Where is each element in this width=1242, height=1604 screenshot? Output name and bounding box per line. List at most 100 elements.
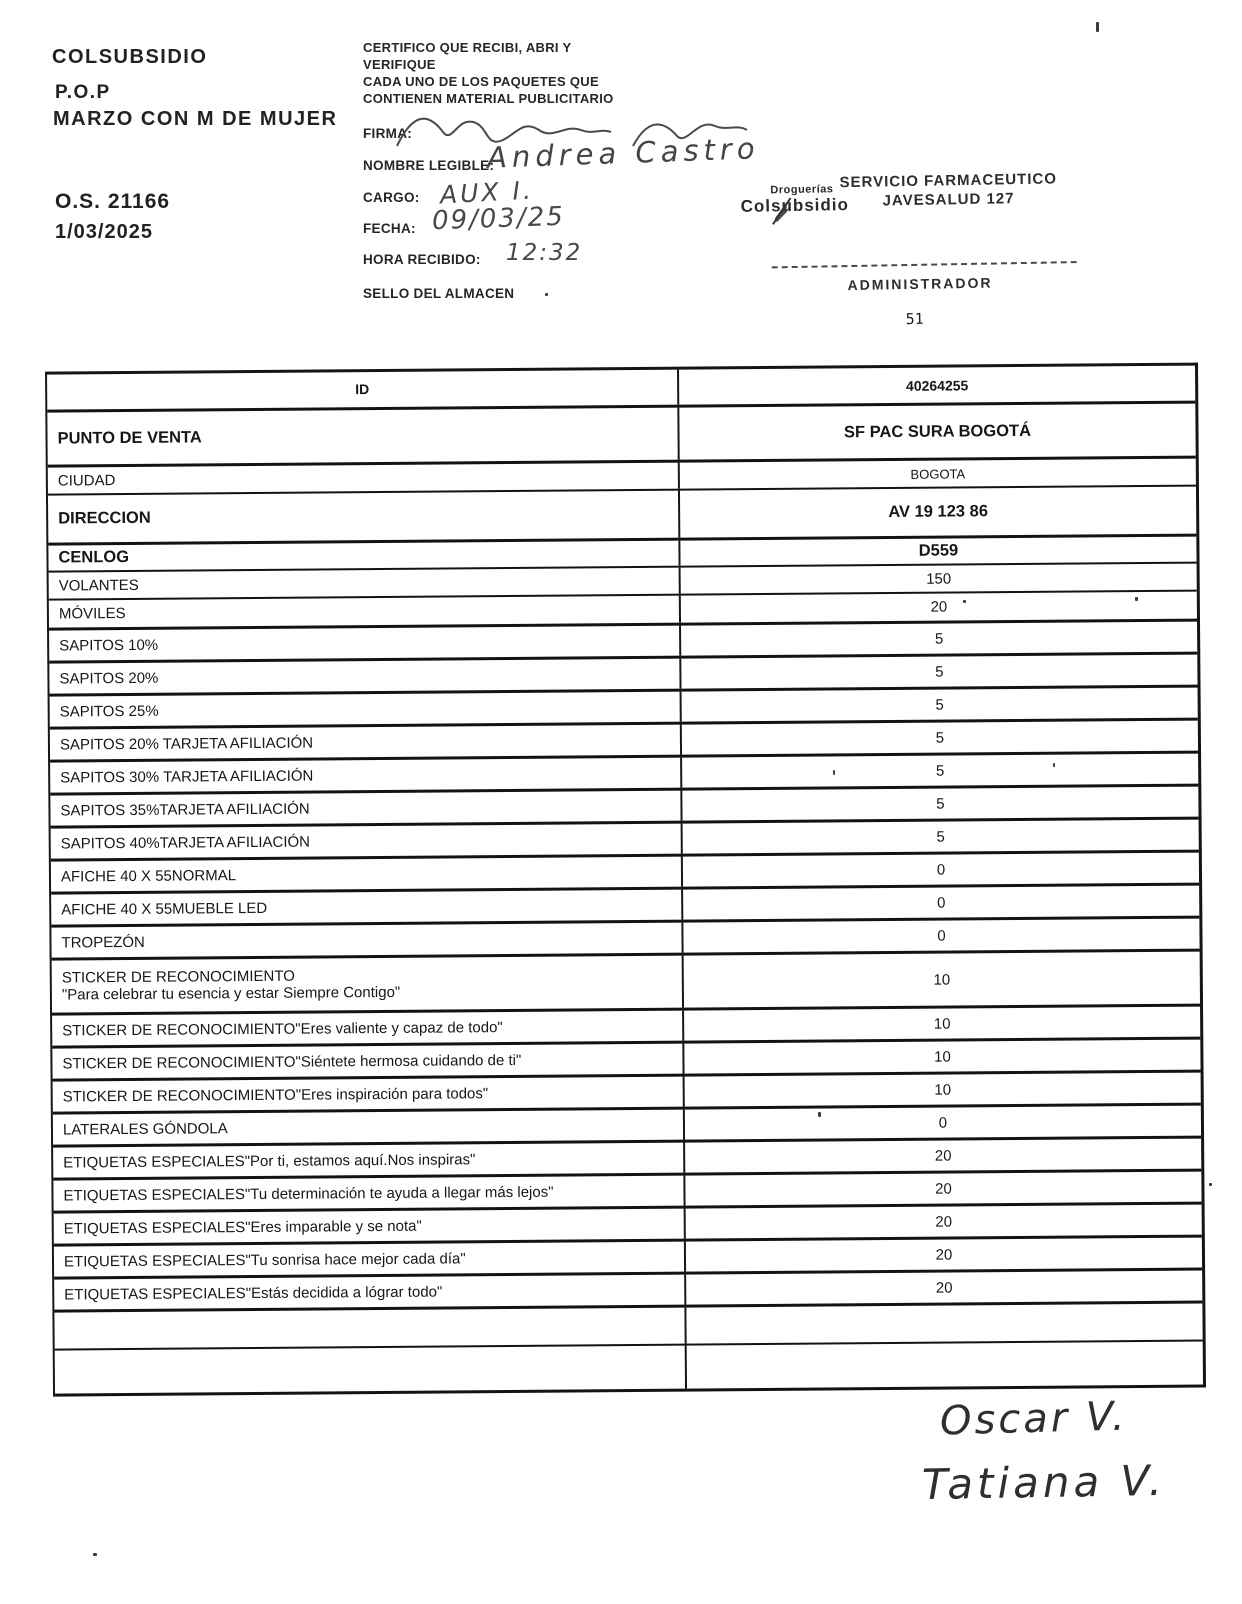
- row-label: PUNTO DE VENTA: [47, 407, 680, 465]
- fecha-label: FECHA:: [363, 221, 416, 236]
- footer-signature-oscar: Oscar V.: [939, 1393, 1129, 1445]
- scan-speckle: [963, 600, 966, 603]
- row-value: 10: [933, 971, 951, 989]
- certification-line: CONTIENEN MATERIAL PUBLICITARIO: [363, 91, 614, 106]
- row-value: 0: [938, 1114, 948, 1132]
- row-value: 20: [935, 1180, 952, 1198]
- row-value: 20: [930, 598, 948, 616]
- row-label: AFICHE 40 X 55MUEBLE LED: [51, 889, 684, 925]
- row-label: SAPITOS 40%TARJETA AFILIACIÓN: [50, 823, 683, 859]
- row-label: ID: [47, 369, 680, 410]
- row-label: ETIQUETAS ESPECIALES"Eres imparable y se…: [53, 1208, 686, 1244]
- stamp-role: ADMINISTRADOR: [847, 274, 993, 294]
- row-value: 0: [936, 894, 946, 912]
- row-value: 20: [934, 1147, 952, 1165]
- colsubsidio-flag-icon: [772, 197, 792, 225]
- stamp-number: 51: [905, 309, 924, 329]
- certification-text: CERTIFICO QUE RECIBI, ABRI Y VERIFIQUE C…: [363, 39, 614, 107]
- stamp-signature-line: [771, 261, 1077, 269]
- row-value: 20: [935, 1213, 953, 1231]
- table-row: [54, 1341, 1204, 1397]
- row-label: CIUDAD: [47, 462, 680, 494]
- row-label: [54, 1307, 687, 1349]
- row-label: ETIQUETAS ESPECIALES"Por ti, estamos aqu…: [53, 1142, 686, 1178]
- row-value: 5: [935, 762, 945, 780]
- logo-brand-text: Colsubsidio: [740, 195, 850, 216]
- row-label: SAPITOS 35%TARJETA AFILIACIÓN: [50, 790, 683, 826]
- row-value: 20: [935, 1279, 953, 1297]
- table-row: DIRECCION AV 19 123 86: [47, 486, 1197, 546]
- row-value: 5: [935, 696, 944, 714]
- row-value: 0: [937, 927, 946, 945]
- scan-speckle: [1135, 597, 1138, 601]
- row-label: SAPITOS 30% TARJETA AFILIACIÓN: [50, 757, 683, 793]
- row-label: [54, 1345, 688, 1394]
- company-name: COLSUBSIDIO: [52, 46, 208, 68]
- sello-almacen-label: SELLO DEL ALMACEN: [363, 286, 515, 301]
- row-value: BOGOTA: [910, 465, 966, 482]
- scan-speckle: [93, 1553, 97, 1556]
- row-label: SAPITOS 10%: [49, 625, 682, 661]
- hora-recibido-value: 12:32: [506, 240, 583, 266]
- row-value: 5: [936, 795, 945, 813]
- table-row: PUNTO DE VENTA SF PAC SURA BOGOTÁ: [47, 403, 1196, 468]
- footer-signature-tatiana: Tatiana V.: [921, 1455, 1167, 1510]
- row-label: SAPITOS 25%: [49, 691, 682, 727]
- scan-speckle: [833, 770, 835, 775]
- certification-line: CADA UNO DE LOS PAQUETES QUE: [363, 74, 599, 89]
- row-value: 5: [934, 630, 944, 648]
- hora-recibido-label: HORA RECIBIDO:: [363, 252, 481, 267]
- row-label: TROPEZÓN: [51, 922, 684, 958]
- signature-scribble: [396, 117, 748, 147]
- row-value: [687, 1342, 1203, 1389]
- row-value: 150: [926, 570, 952, 588]
- row-value: AV 19 123 86: [888, 502, 989, 522]
- pharmacy-stamp: SERVICIO FARMACEUTICO JAVESALUD 127 Drog…: [728, 165, 1088, 328]
- row-label: STICKER DE RECONOCIMIENTO"Eres inspiraci…: [52, 1076, 685, 1112]
- row-label: ETIQUETAS ESPECIALES"Estás decidida a ló…: [54, 1274, 687, 1310]
- scan-speckle: [1209, 1183, 1212, 1186]
- row-label: SAPITOS 20%: [49, 658, 682, 694]
- row-label: SAPITOS 20% TARJETA AFILIACIÓN: [49, 724, 683, 760]
- row-label: DIRECCION: [47, 490, 681, 543]
- row-value: SF PAC SURA BOGOTÁ: [843, 421, 1032, 441]
- row-label: ETIQUETAS ESPECIALES"Tu determinación te…: [53, 1175, 686, 1211]
- items-table-body: ID 40264255 PUNTO DE VENTA SF PAC SURA BOGO…: [47, 365, 1204, 1397]
- table-row: STICKER DE RECONOCIMIENTO "Para celebrar …: [51, 951, 1201, 1016]
- items-table: ID 40264255 PUNTO DE VENTA SF PAC SURA BOGO…: [45, 362, 1207, 1397]
- row-value: [686, 1304, 1202, 1344]
- colsubsidio-logo: Droguerías Colsubsidio: [736, 182, 887, 225]
- row-value: 10: [933, 1015, 951, 1033]
- row-label: VOLANTES: [48, 567, 681, 599]
- scan-speckle: [545, 293, 548, 296]
- order-number: O.S. 21166: [55, 190, 171, 213]
- row-value: 0: [936, 861, 946, 879]
- firma-label: FIRMA:: [363, 126, 413, 141]
- certification-line: CERTIFICO QUE RECIBI, ABRI Y: [363, 40, 572, 55]
- row-label: STICKER DE RECONOCIMIENTO "Para celebrar …: [51, 955, 685, 1013]
- row-label: LATERALES GÓNDOLA: [52, 1109, 686, 1145]
- row-value: 5: [936, 828, 945, 846]
- row-value: 10: [934, 1048, 951, 1066]
- campaign-title: MARZO CON M DE MUJER: [53, 108, 338, 130]
- row-value: 40264255: [905, 376, 969, 394]
- scan-speckle: [1096, 22, 1099, 32]
- row-label: ETIQUETAS ESPECIALES"Tu sonrisa hace mej…: [53, 1241, 687, 1277]
- row-value: 5: [935, 663, 944, 681]
- row-value: D559: [918, 541, 959, 560]
- row-label: AFICHE 40 X 55NORMAL: [50, 856, 684, 892]
- row-value: 20: [935, 1246, 953, 1264]
- row-label: MÓVILES: [48, 595, 682, 628]
- scan-speckle: [818, 1112, 821, 1117]
- row-label: STICKER DE RECONOCIMIENTO"Siéntete hermo…: [52, 1043, 685, 1079]
- row-label: CENLOG: [48, 540, 681, 571]
- row-label: STICKER DE RECONOCIMIENTO"Eres valiente …: [52, 1010, 685, 1046]
- scan-speckle: [1053, 763, 1055, 767]
- nombre-legible-label: NOMBRE LEGIBLE:: [363, 158, 495, 173]
- program-label: P.O.P: [55, 82, 111, 103]
- cargo-label: CARGO:: [363, 190, 420, 205]
- certification-line: VERIFIQUE: [363, 57, 436, 72]
- row-value: 5: [935, 729, 945, 747]
- order-date: 1/03/2025: [55, 221, 153, 243]
